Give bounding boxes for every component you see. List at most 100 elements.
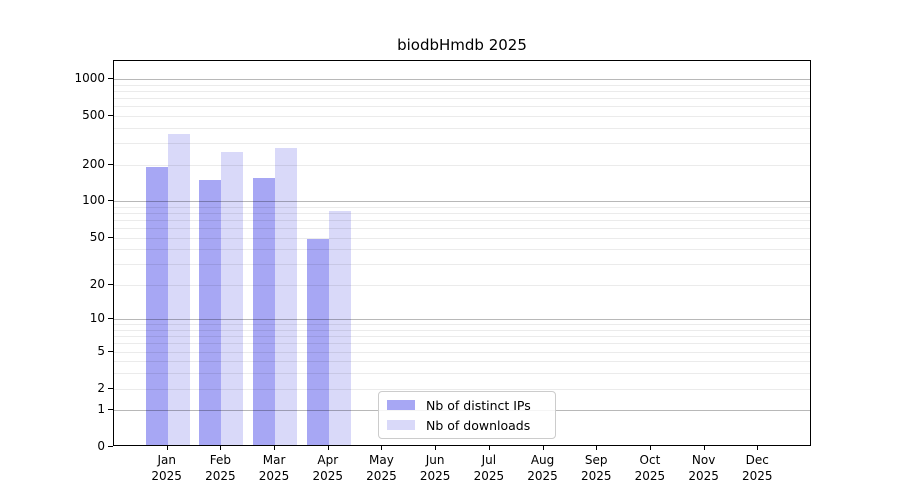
x-label-year: 2025 bbox=[527, 469, 558, 483]
x-tick bbox=[274, 446, 276, 450]
x-label-year: 2025 bbox=[151, 469, 182, 483]
y-tick-label-1: 1 bbox=[97, 402, 105, 417]
chart-title: biodbHmdb 2025 bbox=[397, 36, 527, 54]
minor-gridline bbox=[114, 127, 810, 129]
x-label-month: Dec bbox=[745, 453, 769, 467]
x-tick-label-sep: Sep 2025 bbox=[568, 452, 624, 484]
minor-gridline bbox=[114, 361, 810, 363]
y-tick bbox=[108, 446, 113, 447]
minor-gridline bbox=[114, 220, 810, 222]
y-tick bbox=[108, 78, 113, 80]
minor-gridline bbox=[114, 388, 810, 390]
x-tick bbox=[327, 446, 329, 450]
minor-gridline bbox=[114, 98, 810, 100]
bar-mar-downloads bbox=[275, 147, 298, 445]
x-label-month: Oct bbox=[639, 453, 661, 467]
minor-gridline bbox=[114, 91, 810, 92]
y-tick-label-500: 500 bbox=[82, 107, 105, 122]
minor-gridline bbox=[114, 351, 810, 353]
minor-gridline bbox=[114, 213, 810, 215]
x-label-month: Jun bbox=[425, 453, 445, 467]
bar-apr-downloads bbox=[328, 211, 351, 445]
minor-gridline bbox=[114, 143, 810, 145]
y-tick bbox=[108, 387, 113, 389]
x-label-year: 2025 bbox=[742, 469, 773, 483]
minor-gridline bbox=[114, 373, 810, 375]
major-gridline bbox=[114, 79, 810, 81]
minor-gridline bbox=[114, 336, 810, 338]
x-label-month: Jan bbox=[157, 453, 176, 467]
minor-gridline bbox=[114, 249, 810, 251]
minor-gridline bbox=[114, 206, 810, 208]
x-tick bbox=[220, 446, 222, 450]
y-tick-label-5: 5 bbox=[97, 343, 105, 358]
legend: Nb of distinct IPs Nb of downloads bbox=[378, 391, 556, 439]
y-tick-label-100: 100 bbox=[82, 193, 105, 208]
x-label-month: May bbox=[369, 453, 394, 467]
minor-gridline bbox=[114, 284, 810, 286]
x-tick-label-dec: Dec 2025 bbox=[729, 452, 785, 484]
minor-gridline bbox=[114, 228, 810, 230]
y-tick bbox=[108, 409, 113, 411]
legend-swatch-distinct-ips bbox=[387, 400, 415, 410]
y-tick-label-2: 2 bbox=[97, 380, 105, 395]
major-gridline bbox=[114, 201, 810, 203]
x-label-year: 2025 bbox=[258, 469, 290, 483]
minor-gridline bbox=[114, 84, 810, 86]
y-tick bbox=[108, 350, 113, 352]
x-label-year: 2025 bbox=[634, 469, 666, 483]
x-tick-label-jun: Jun 2025 bbox=[407, 452, 463, 484]
y-tick bbox=[108, 114, 113, 116]
x-label-year: 2025 bbox=[419, 469, 451, 483]
y-tick-label-0: 0 bbox=[97, 439, 105, 453]
x-tick bbox=[435, 446, 437, 450]
minor-gridline bbox=[114, 264, 810, 266]
x-tick-label-mar: Mar 2025 bbox=[246, 452, 302, 484]
bar-feb-downloads bbox=[221, 151, 244, 445]
x-label-year: 2025 bbox=[366, 469, 397, 483]
minor-gridline bbox=[114, 164, 810, 166]
x-tick-label-jul: Jul 2025 bbox=[461, 452, 517, 484]
bar-mar-distinct-ips bbox=[253, 177, 276, 445]
x-tick-label-may: May 2025 bbox=[353, 452, 409, 484]
y-tick bbox=[108, 318, 113, 320]
x-tick bbox=[757, 446, 759, 450]
bar-apr-distinct-ips bbox=[306, 238, 329, 445]
legend-swatch-downloads bbox=[387, 420, 415, 430]
x-label-year: 2025 bbox=[688, 469, 719, 483]
y-tick-label-20: 20 bbox=[89, 276, 105, 291]
x-label-year: 2025 bbox=[205, 469, 236, 483]
x-tick-label-feb: Feb 2025 bbox=[192, 452, 248, 484]
x-tick-label-aug: Aug 2025 bbox=[515, 452, 571, 484]
x-tick bbox=[381, 446, 383, 450]
grid-layer bbox=[114, 61, 810, 445]
legend-label-downloads: Nb of downloads bbox=[426, 417, 531, 433]
x-label-year: 2025 bbox=[580, 469, 612, 483]
bar-jan-distinct-ips bbox=[145, 166, 168, 445]
y-tick bbox=[108, 283, 113, 285]
legend-label-distinct-ips: Nb of distinct IPs bbox=[426, 397, 531, 413]
minor-gridline bbox=[114, 106, 810, 108]
minor-gridline bbox=[114, 324, 810, 326]
x-tick-label-nov: Nov 2025 bbox=[676, 452, 732, 484]
x-label-month: Aug bbox=[530, 453, 555, 467]
y-tick-label-10: 10 bbox=[89, 311, 105, 326]
y-tick-label-50: 50 bbox=[89, 229, 105, 244]
x-label-month: Jul bbox=[481, 453, 497, 467]
y-tick bbox=[108, 163, 113, 165]
x-label-month: Apr bbox=[317, 453, 339, 467]
x-label-year: 2025 bbox=[312, 469, 344, 483]
x-tick-label-oct: Oct 2025 bbox=[622, 452, 678, 484]
x-tick bbox=[703, 446, 705, 450]
minor-gridline bbox=[114, 237, 810, 239]
legend-item-downloads: Nb of downloads bbox=[387, 415, 547, 435]
bar-jan-downloads bbox=[167, 134, 190, 445]
x-tick bbox=[488, 446, 490, 450]
legend-item-distinct-ips: Nb of distinct IPs bbox=[387, 395, 547, 415]
y-tick-label-200: 200 bbox=[82, 156, 105, 171]
plot-area bbox=[113, 60, 811, 446]
y-tick-label-1000: 1000 bbox=[74, 71, 105, 86]
minor-gridline bbox=[114, 115, 810, 117]
x-tick bbox=[649, 446, 651, 450]
x-tick-label-apr: Apr 2025 bbox=[300, 452, 356, 484]
